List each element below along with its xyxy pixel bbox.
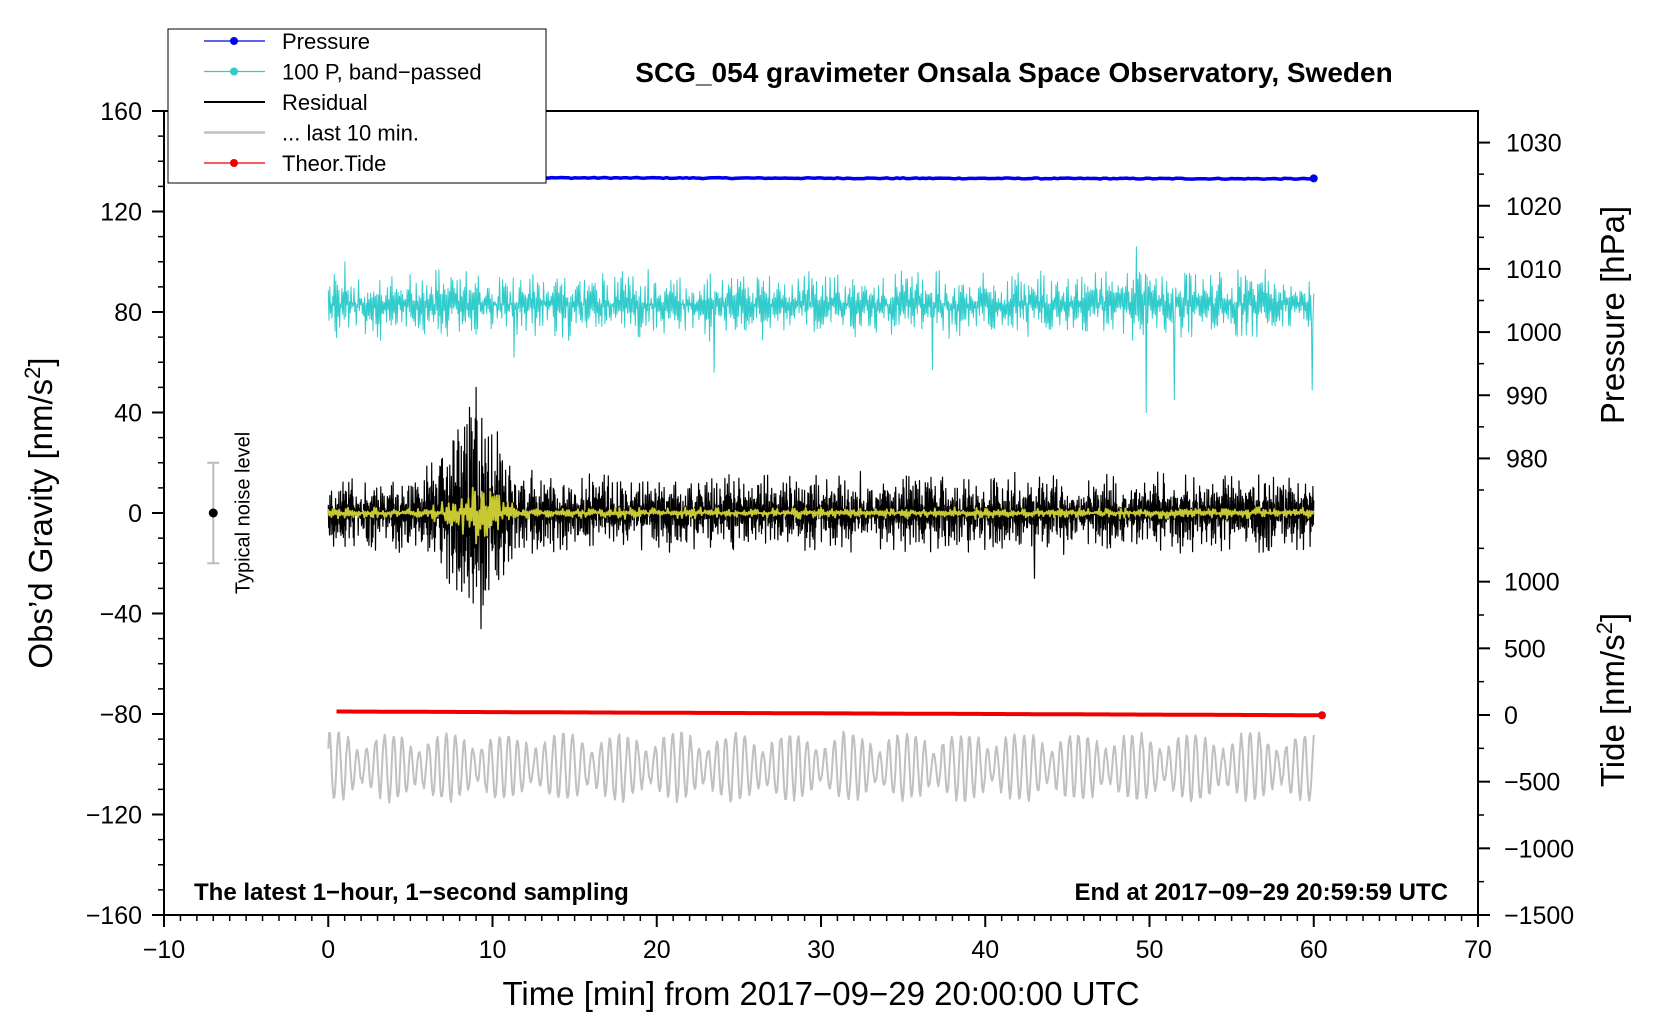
legend-entry: ... last 10 min. [204,121,419,146]
tide-axis-label-sup: 2 [1592,622,1617,634]
legend-label: ... last 10 min. [282,121,419,146]
chart-title: SCG_054 gravimeter Onsala Space Observat… [635,57,1392,88]
x-tick-label: 30 [807,936,835,964]
pressure-tick-label: 1000 [1506,319,1562,347]
legend-label: 100 P, band−passed [282,60,482,85]
y-tick-label: 40 [114,400,142,428]
legend-marker [230,159,238,167]
pressure-tick-label: 990 [1506,382,1548,410]
legend-entry: Theor.Tide [204,151,386,176]
legend-marker [230,37,238,45]
tide-tick-label: 500 [1504,635,1546,663]
x-tick-label: 0 [321,936,335,964]
x-tick-label: 60 [1300,936,1328,964]
x-tick-label: 40 [971,936,999,964]
x-tick-label: −10 [143,936,185,964]
legend-label: Pressure [282,29,370,54]
y-axis-label-main: Obs’d Gravity [nm/s [22,379,59,669]
x-tick-label: 70 [1464,936,1492,964]
right-note: End at 2017−09−29 20:59:59 UTC [1074,879,1448,906]
tide-tick-label: −500 [1504,769,1560,797]
y-tick-label: −40 [100,601,142,629]
tide-tick-label: −1500 [1504,902,1574,930]
tide-tick-label: 1000 [1504,569,1560,597]
series-line [327,486,1315,545]
legend-box [167,28,547,184]
pressure-tick-label: 1030 [1506,130,1562,158]
pressure-tick-label: 1010 [1506,256,1562,284]
noise-level-label: Typical noise level [232,432,254,594]
left-note: The latest 1−hour, 1−second sampling [194,879,629,906]
series-line [327,730,1315,804]
tide-tick-label: 0 [1504,702,1518,730]
pressure-tick-label: 980 [1506,445,1548,473]
legend-entries: Pressure 100 P, band−passed Residual ... la… [204,29,482,176]
y-axis-label-sup: 2 [20,367,45,379]
y-tick-label: −160 [86,902,142,930]
noise-level-indicator: Typical noise level [207,432,254,594]
right-axes: 980 990 1000 1010 1020 1030 −1500 −1000 −500 0 500… [1478,130,1574,930]
legend-label: Theor.Tide [282,151,386,176]
y-tick-label: 160 [100,98,142,126]
series-endpoint [1317,711,1326,720]
legend-entry: 100 P, band−passed [204,60,482,85]
pressure-axis-label: Pressure [hPa] [1594,206,1631,424]
x-tick-label: 20 [643,936,671,964]
y-tick-label: 80 [114,299,142,327]
series-line [336,709,1323,718]
legend-entry: Pressure [204,29,370,54]
y-tick-label: −80 [100,701,142,729]
tide-axis-label: Tide [nm/s2] [1592,613,1631,787]
y-axis-label: Obs’d Gravity [nm/s2] [20,357,59,668]
pressure-tick-label: 1020 [1506,193,1562,221]
tide-axis-label-close: ] [1594,613,1631,622]
y-tick-label: 0 [128,500,142,528]
y-tick-label: −120 [86,802,142,830]
series-line [327,386,1315,630]
x-axis: −10 0 10 20 30 40 50 60 70 [143,915,1492,964]
x-tick-label: 10 [479,936,507,964]
legend-entry: Residual [204,90,368,115]
legend-marker [230,67,238,76]
noise-center-dot [208,508,218,518]
y-axis-label-close: ] [22,357,59,366]
x-axis-label: Time [min] from 2017−09−29 20:00:00 UTC [502,975,1139,1012]
x-tick-label: 50 [1136,936,1164,964]
series-line [327,246,1315,413]
y-axis: −160 −120 −80 −40 0 40 80 120 160 [86,98,164,930]
tide-tick-label: −1000 [1504,835,1574,863]
y-tick-label: 120 [100,199,142,227]
tide-axis-label-main: Tide [nm/s [1594,634,1631,787]
legend-label: Residual [282,90,368,115]
series-endpoint [1309,174,1318,183]
legend: Pressure 100 P, band−passed Residual ... la… [167,28,547,184]
